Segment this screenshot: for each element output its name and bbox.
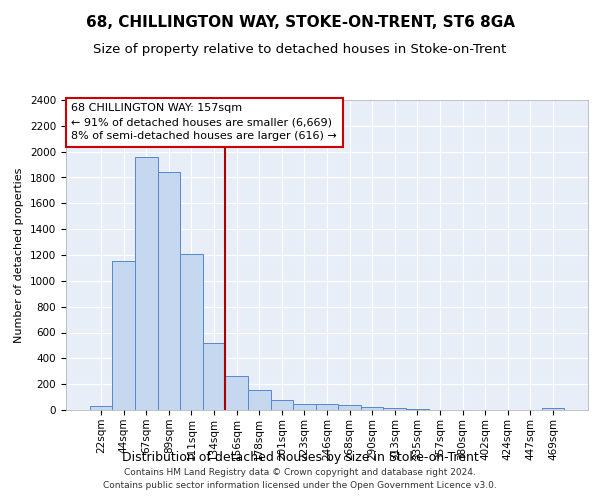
Bar (112, 262, 135, 410)
Text: 68, CHILLINGTON WAY, STOKE-ON-TRENT, ST6 8GA: 68, CHILLINGTON WAY, STOKE-ON-TRENT, ST6… (86, 15, 515, 30)
Bar (158, 172, 180, 410)
Bar (361, 408, 383, 410)
Bar (180, 254, 203, 410)
Text: Contains HM Land Registry data © Crown copyright and database right 2024.
Contai: Contains HM Land Registry data © Crown c… (103, 468, 497, 490)
Bar (271, 400, 293, 410)
Bar (248, 390, 271, 410)
Bar (383, 408, 406, 410)
Bar (338, 406, 361, 410)
Bar (203, 344, 226, 410)
Bar (226, 376, 248, 410)
Bar (90, 406, 112, 410)
Bar (316, 404, 338, 410)
Bar (135, 157, 158, 410)
Bar (293, 404, 316, 410)
Y-axis label: Number of detached properties: Number of detached properties (14, 168, 25, 342)
Text: Size of property relative to detached houses in Stoke-on-Trent: Size of property relative to detached ho… (94, 42, 506, 56)
Bar (406, 408, 428, 410)
Bar (542, 408, 564, 410)
Text: 68 CHILLINGTON WAY: 157sqm
← 91% of detached houses are smaller (6,669)
8% of se: 68 CHILLINGTON WAY: 157sqm ← 91% of deta… (71, 103, 337, 141)
Text: Distribution of detached houses by size in Stoke-on-Trent: Distribution of detached houses by size … (122, 451, 478, 464)
